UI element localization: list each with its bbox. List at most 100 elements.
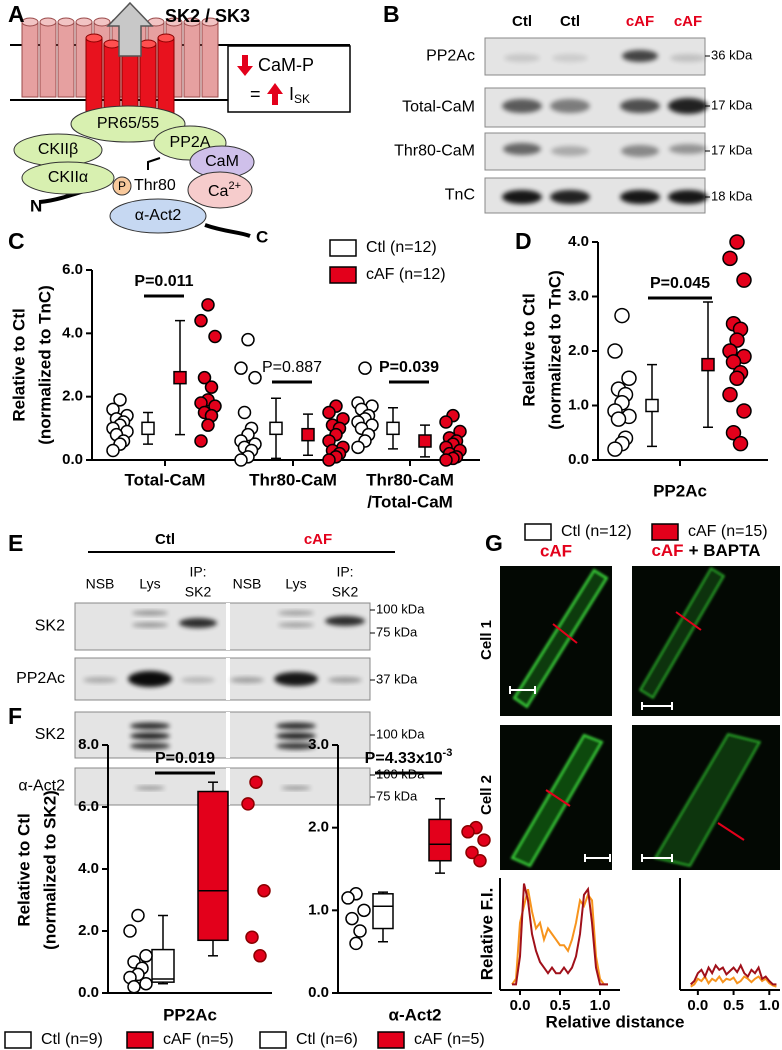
- site-label: Thr80: [134, 177, 176, 194]
- band: [130, 722, 170, 730]
- data-point: [353, 924, 367, 938]
- data-point: [621, 370, 637, 386]
- helix-top: [103, 39, 121, 49]
- scale-bar: [641, 702, 673, 710]
- down-arrow: [237, 55, 253, 76]
- legend-label: cAF (n=5): [414, 1031, 485, 1048]
- data-point: [729, 234, 745, 250]
- p-value: P=0.887: [262, 359, 322, 376]
- y-tick-label: 1.0: [308, 901, 329, 918]
- p-value: P=0.045: [650, 275, 710, 292]
- data-point: [439, 415, 453, 429]
- helix-top: [183, 17, 201, 27]
- band: [128, 671, 172, 687]
- data-point: [208, 329, 222, 344]
- band: [278, 610, 314, 616]
- band: [620, 190, 660, 204]
- legend-label: Ctl (n=12): [561, 523, 632, 540]
- legend-swatch: [126, 1031, 154, 1049]
- group-label: Ctl: [155, 531, 175, 548]
- helix-top: [57, 17, 75, 27]
- helix-top: [165, 17, 183, 27]
- y-tick-label: 2.0: [568, 342, 589, 359]
- legend-swatch: [377, 1031, 405, 1049]
- profile-line: [545, 789, 571, 807]
- lane-label: IP:: [336, 564, 353, 580]
- p-value: P=0.019: [155, 750, 215, 767]
- data-point: [234, 453, 248, 467]
- row-label: PP2Ac: [426, 48, 475, 65]
- cell: [512, 568, 609, 709]
- data-point: [106, 443, 120, 458]
- y-tick-label: 6.0: [78, 798, 99, 815]
- band: [276, 742, 316, 750]
- mean-marker: [418, 434, 432, 448]
- mean-marker: [173, 370, 187, 385]
- phospho-site: [112, 176, 132, 196]
- blot-divider: [226, 768, 230, 805]
- row-label: Cell 1: [478, 620, 495, 660]
- marker-label: 17 kDa: [711, 142, 753, 157]
- data-point: [245, 930, 259, 944]
- band: [325, 616, 365, 626]
- p-value-text: P=0.045: [650, 275, 710, 292]
- y-tick-label: 0.0: [62, 451, 83, 468]
- y-tick-label: 0.0: [568, 451, 589, 468]
- blot-strip: [74, 711, 371, 759]
- marker-label: 36 kDa: [711, 47, 753, 62]
- channel-diagram: SK2 / SK3 CaM-P = ISK PR65/55 PP2A CKIIβ…: [10, 1, 351, 246]
- link: [147, 157, 161, 170]
- y-axis-label: Relative F.I.: [477, 888, 496, 981]
- data-point: [465, 845, 479, 860]
- p-value-text: P=0.887: [262, 359, 322, 376]
- column-label-condition: cAF: [651, 541, 683, 560]
- data-point: [322, 405, 336, 420]
- data-point: [248, 370, 262, 385]
- data-point: [201, 298, 215, 312]
- band: [622, 50, 658, 62]
- marker-label: 37 kDa: [376, 671, 418, 686]
- data-point: [349, 936, 363, 951]
- band: [670, 54, 706, 62]
- data-point: [725, 354, 742, 370]
- band: [130, 732, 170, 740]
- row-label: α-Act2: [18, 778, 65, 795]
- band: [281, 786, 311, 790]
- y-tick-label: 4.0: [78, 860, 99, 877]
- group-label: cAF: [304, 531, 332, 548]
- panel-label: A: [8, 1, 25, 27]
- band: [621, 145, 659, 157]
- data-point: [241, 332, 255, 347]
- p-value: P=4.33x10-3: [365, 747, 453, 767]
- blot-strip: [74, 657, 371, 701]
- y-axis-label: (normalized to SK2): [40, 790, 59, 950]
- data-point: [123, 924, 137, 938]
- micrographs: cAF cAF + BAPTA Cell 1 Cell 2: [478, 541, 780, 870]
- y-axis-label: Relative to Ctl: [9, 308, 28, 421]
- data-point: [607, 343, 623, 359]
- legend-label: cAF (n=12): [366, 266, 446, 283]
- data-point: [197, 370, 212, 385]
- marker-label: 17 kDa: [711, 97, 753, 112]
- data-point: [736, 403, 752, 419]
- row-label: SK2: [35, 618, 65, 635]
- data-point: [725, 425, 742, 441]
- row-label: PP2Ac: [16, 670, 65, 687]
- data-point: [113, 393, 127, 407]
- up-arrow: [267, 83, 283, 105]
- data-point: [607, 441, 623, 457]
- legend-label: Ctl (n=9): [41, 1031, 103, 1048]
- mean-marker: [141, 421, 155, 436]
- data-point: [131, 908, 145, 923]
- band: [179, 618, 217, 628]
- data-point: [241, 797, 255, 811]
- p-value-text: P=4.33x10: [365, 750, 443, 767]
- x-tick-label: 0.0: [510, 997, 531, 1014]
- marker-label: 18 kDa: [711, 188, 753, 203]
- data-point: [201, 418, 215, 432]
- category-label: PP2Ac: [653, 481, 707, 500]
- p-value-exponent: -3: [443, 747, 453, 759]
- protein-label: CaM: [205, 153, 239, 170]
- blot-divider: [226, 658, 230, 700]
